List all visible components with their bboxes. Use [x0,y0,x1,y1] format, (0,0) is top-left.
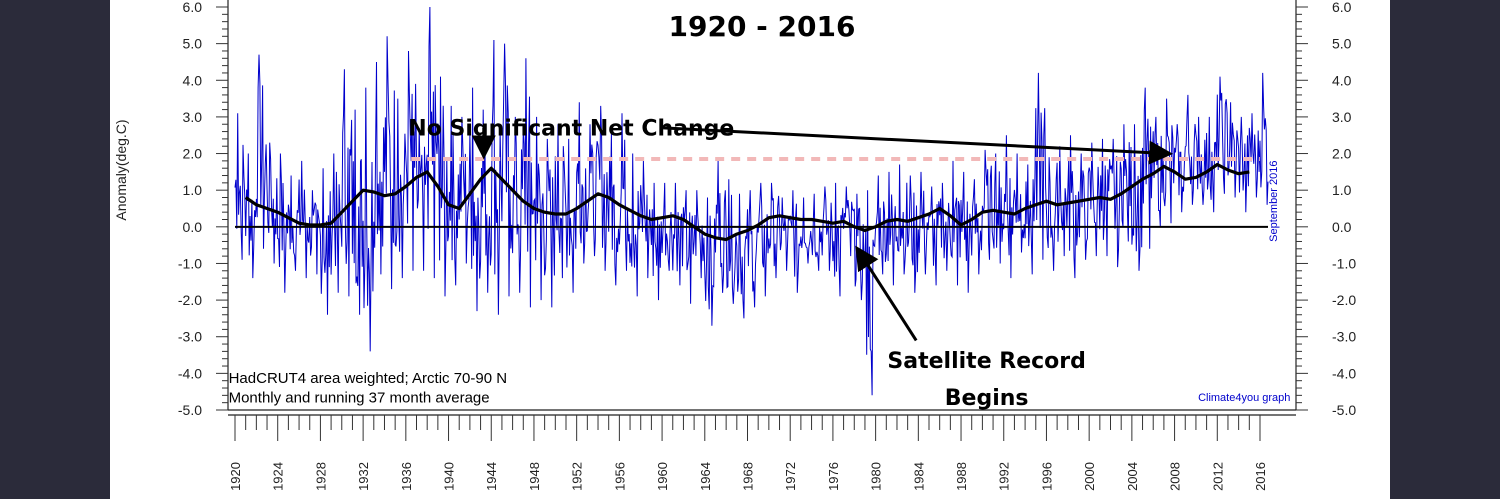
y-tick-label-left: 1.0 [183,182,203,198]
x-tick-label: 1968 [740,462,755,491]
y-tick-label-right: -5.0 [1332,402,1356,418]
y-tick-label-right: -1.0 [1332,255,1356,271]
x-tick-label: 1944 [484,462,499,491]
annotation-arrow [663,126,1174,165]
axis-ticks: 6.0 6.0 5.0 5.0 4.0 4.0 3.0 3.0 2.0 2.0 1.0 1.0 0.0 0… [178,0,1356,491]
x-tick-label: 1992 [997,462,1012,491]
x-tick-label: 1996 [1039,462,1054,491]
x-tick-label: 1972 [783,462,798,491]
chart-panel: 1920 - 2016 Anomaly(deg.C) 6.0 6.0 5.0 5.0 4… [110,0,1390,499]
y-tick-label-right: 0.0 [1332,219,1352,235]
running-mean-line [244,162,1250,242]
y-tick-label-right: 6.0 [1332,0,1352,15]
x-tick-label: 1964 [698,462,713,491]
x-tick-label: 1932 [356,462,371,491]
x-tick-label: 1928 [313,462,328,491]
chart: 1920 - 2016 Anomaly(deg.C) 6.0 6.0 5.0 5.0 4… [110,0,1390,499]
series-group [234,6,1269,396]
y-tick-label-right: 3.0 [1332,109,1352,125]
x-tick-label: 2004 [1125,462,1140,491]
x-tick-label: 1960 [655,462,670,491]
y-tick-label-right: -3.0 [1332,329,1356,345]
chart-background [110,0,1390,499]
x-tick-label: 1936 [399,462,414,491]
y-tick-label-left: -5.0 [178,402,202,418]
x-tick-label: 1976 [826,462,841,491]
x-tick-label: 2008 [1168,462,1183,491]
y-tick-label-left: 0.0 [183,219,203,235]
annotation-label: Climate4you graph [1198,392,1290,404]
x-tick-label: 1924 [271,462,286,491]
y-tick-label-left: -3.0 [178,329,202,345]
y-tick-label-right: -2.0 [1332,292,1356,308]
x-tick-label: 2012 [1210,462,1225,491]
chart-title: 1920 - 2016 [669,10,856,43]
annotation-label: Satellite Record [887,349,1085,374]
annotation-label: HadCRUT4 area weighted; Arctic 70-90 N [229,370,507,387]
x-tick-label: 1952 [570,462,585,491]
y-tick-label-left: 4.0 [183,72,203,88]
y-tick-label-left: 3.0 [183,109,203,125]
y-tick-label-right: 5.0 [1332,36,1352,52]
x-tick-label: 1948 [527,462,542,491]
y-axis-label: Anomaly(deg.C) [113,119,129,220]
series-monthly-line [234,6,1269,396]
x-tick-label: 1984 [911,462,926,491]
y-tick-label-left: -4.0 [178,365,202,381]
y-tick-label-right: 4.0 [1332,72,1352,88]
x-tick-label: 1988 [954,462,969,491]
y-tick-label-left: 5.0 [183,36,203,52]
y-tick-label-left: -2.0 [178,292,202,308]
y-tick-label-left: 2.0 [183,146,203,162]
y-tick-label-left: 6.0 [183,0,203,15]
y-tick-label-right: -4.0 [1332,365,1356,381]
x-tick-label: 1980 [869,462,884,491]
annotation-label: September 2016 [1268,161,1280,242]
y-tick-label-right: 2.0 [1332,146,1352,162]
x-tick-label: 1920 [228,462,243,491]
annotation-label: Begins [945,386,1029,411]
y-tick-label-right: 1.0 [1332,182,1352,198]
annotation-arrow [855,245,918,342]
x-tick-label: 1956 [612,462,627,491]
annotation-label: Monthly and running 37 month average [229,389,490,406]
y-tick-label-left: -1.0 [178,255,202,271]
x-tick-label: 2016 [1253,462,1268,491]
x-tick-label: 1940 [442,462,457,491]
x-tick-label: 2000 [1082,462,1097,491]
